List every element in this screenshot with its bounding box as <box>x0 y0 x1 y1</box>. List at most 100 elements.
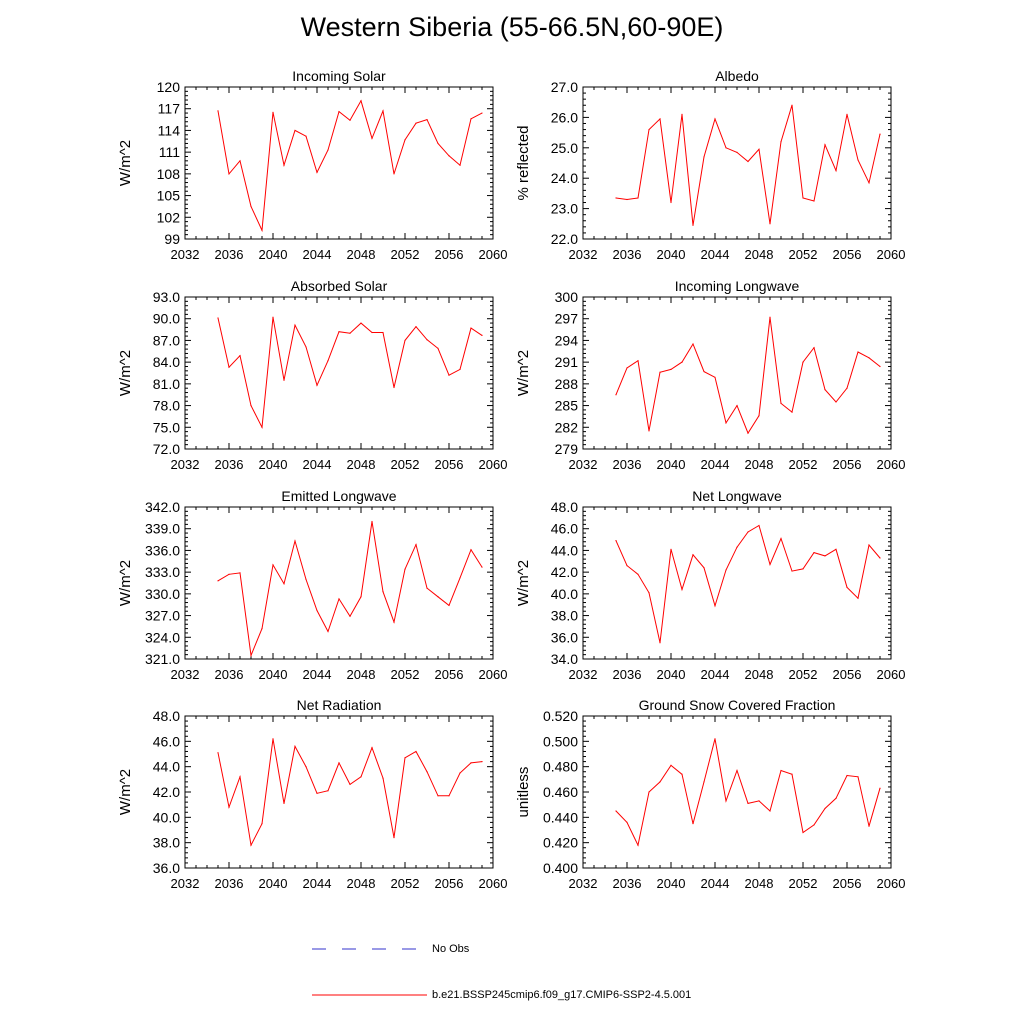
data-point <box>725 147 727 149</box>
data-point <box>338 111 340 113</box>
data-point <box>824 807 826 810</box>
y-tick-label: 0.480 <box>543 759 578 775</box>
data-point <box>626 821 628 824</box>
series-line <box>615 738 881 847</box>
y-tick-label: 342.0 <box>145 499 180 515</box>
data-point <box>393 173 395 175</box>
y-tick-label: 321.0 <box>145 651 180 667</box>
data-point <box>382 777 384 779</box>
data-point <box>316 609 318 612</box>
data-point <box>857 597 859 599</box>
x-tick-label: 2060 <box>479 247 508 262</box>
data-point <box>404 757 406 759</box>
y-axis-label: unitless <box>515 767 532 818</box>
y-tick-label: 0.440 <box>543 809 578 825</box>
y-tick-label: 42.0 <box>551 564 578 580</box>
plot-frame <box>184 86 494 240</box>
y-tick-label: 48.0 <box>153 708 180 724</box>
x-tick-label: 2032 <box>569 876 598 891</box>
data-point <box>448 604 450 607</box>
data-point <box>415 122 417 124</box>
data-point <box>879 557 881 559</box>
y-tick-label: 0.400 <box>543 860 578 876</box>
data-point <box>692 224 694 226</box>
data-point <box>747 802 749 805</box>
plot-frame <box>184 296 494 450</box>
y-tick-label: 34.0 <box>551 651 578 667</box>
panel-title: Net Radiation <box>297 697 382 713</box>
data-point <box>637 573 639 575</box>
x-tick-label: 2060 <box>479 667 508 682</box>
y-tick-label: 27.0 <box>551 79 578 95</box>
data-point <box>382 591 384 593</box>
x-tick-label: 2052 <box>391 457 420 472</box>
x-tick-label: 2032 <box>171 457 200 472</box>
y-tick-label: 327.0 <box>145 608 180 624</box>
data-point <box>360 596 362 598</box>
x-tick-label: 2044 <box>303 457 332 472</box>
x-tick-label: 2044 <box>303 876 332 891</box>
panel-title: Albedo <box>715 68 759 84</box>
data-point <box>670 368 672 370</box>
data-point <box>305 346 307 348</box>
data-point <box>327 360 329 362</box>
data-point <box>415 326 417 328</box>
data-point <box>250 654 252 656</box>
data-point <box>648 791 650 793</box>
x-tick-label: 2048 <box>347 457 376 472</box>
x-tick-label: 2056 <box>833 667 862 682</box>
x-tick-label: 2040 <box>259 247 288 262</box>
data-point <box>470 327 472 329</box>
y-tick-label: 40.0 <box>153 809 180 825</box>
chart-panel-3: 2032 2036 2040 2044 2048 2052 2056 2060 72.0 75.0… <box>117 278 507 472</box>
y-tick-label: 297 <box>555 311 579 327</box>
data-point <box>426 118 428 121</box>
panel-title: Absorbed Solar <box>291 278 388 294</box>
data-point <box>648 430 650 432</box>
data-point <box>879 365 881 368</box>
data-point <box>349 332 351 334</box>
data-point <box>868 357 870 359</box>
data-point <box>703 567 705 569</box>
data-point <box>879 133 881 135</box>
y-tick-label: 44.0 <box>153 759 180 775</box>
data-point <box>316 792 318 794</box>
data-point <box>692 823 694 825</box>
data-point <box>371 520 373 523</box>
x-tick-label: 2048 <box>347 247 376 262</box>
data-point <box>758 800 760 802</box>
data-point <box>459 577 461 579</box>
data-point <box>846 586 848 588</box>
data-point <box>879 787 881 789</box>
x-tick-label: 2036 <box>613 247 642 262</box>
y-tick-label: 40.0 <box>551 586 578 602</box>
data-point <box>261 628 263 630</box>
chart-panel-6: 2032 2036 2040 2044 2048 2052 2056 2060 34.0 36.0… <box>515 488 905 682</box>
x-tick-label: 2048 <box>745 667 774 682</box>
data-point <box>714 376 716 378</box>
y-tick-label: 120 <box>157 79 181 95</box>
y-tick-label: 0.500 <box>543 733 578 749</box>
data-point <box>637 844 639 846</box>
y-tick-label: 42.0 <box>153 784 180 800</box>
y-tick-label: 23.0 <box>551 201 578 217</box>
data-point <box>758 148 760 150</box>
data-point <box>791 411 793 413</box>
y-tick-label: 330.0 <box>145 586 180 602</box>
data-point <box>404 568 406 570</box>
data-point <box>294 129 296 132</box>
x-tick-label: 2032 <box>569 247 598 262</box>
chart-panel-2: 2032 2036 2040 2044 2048 2052 2056 2060 22.0 23.0… <box>515 68 905 262</box>
y-tick-label: 38.0 <box>153 835 180 851</box>
data-point <box>780 402 782 404</box>
x-tick-label: 2036 <box>215 876 244 891</box>
data-point <box>250 404 252 407</box>
data-point <box>228 573 230 575</box>
x-tick-label: 2048 <box>347 667 376 682</box>
panel-title: Net Longwave <box>692 488 782 504</box>
series-line <box>615 317 881 435</box>
x-tick-label: 2036 <box>215 247 244 262</box>
data-point <box>758 524 760 527</box>
data-point <box>813 200 815 202</box>
x-tick-label: 2048 <box>347 876 376 891</box>
